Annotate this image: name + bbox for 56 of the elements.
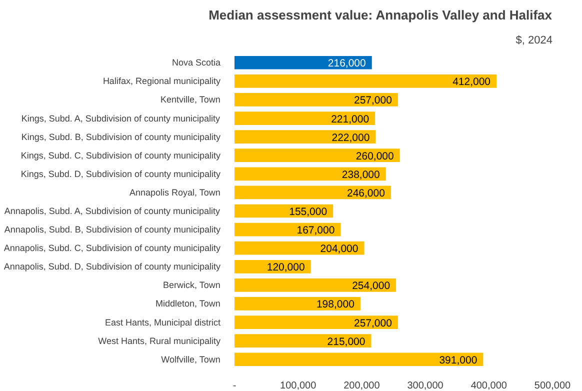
data-label: 257,000: [354, 317, 392, 330]
data-label: 412,000: [452, 76, 491, 88]
data-label: 254,000: [352, 280, 390, 292]
data-label: 246,000: [347, 187, 386, 200]
bar: [234, 56, 372, 70]
y-tick-label: Annapolis Royal, Town: [129, 187, 220, 198]
bar: [234, 93, 398, 106]
data-label: 238,000: [342, 168, 380, 181]
bar: [234, 241, 364, 255]
y-tick-label: Annapolis, Subd. B, Subdivision of county municipality: [4, 224, 221, 235]
y-tick-label: East Hants, Municipal district: [104, 317, 221, 328]
chart-subtitle: $, 2024: [516, 34, 552, 46]
bar: [234, 334, 372, 348]
y-tick-label: Nova Scotia: [172, 58, 221, 68]
x-tick-label: 100,000: [280, 380, 317, 391]
bar: [234, 352, 484, 366]
x-tick-label: 400,000: [470, 380, 508, 391]
y-tick-label: Annapolis, Subd. A, Subdivision of county municipality: [4, 206, 221, 216]
data-label: 215,000: [327, 336, 366, 348]
x-tick-label: 200,000: [344, 380, 380, 391]
bar: [234, 316, 398, 329]
y-tick-label: Kings, Subd. C, Subdivision of county municipality: [20, 150, 221, 160]
x-tick-label: -: [232, 380, 236, 391]
bar: [234, 112, 376, 125]
y-tick-label: Kings, Subd. A, Subdivision of county municipality: [21, 113, 221, 124]
y-tick-label: Berwick, Town: [162, 280, 220, 290]
y-tick-label: West Hants, Rural municipality: [98, 336, 221, 346]
y-tick-label: Annapolis, Subd. D, Subdivision of county municipality: [4, 262, 221, 272]
y-tick-label: Halifax, Regional municipality: [102, 76, 221, 86]
bar: [234, 74, 497, 88]
y-tick-label: Kings, Subd. D, Subdivision of county municipality: [20, 168, 221, 179]
data-label: 257,000: [354, 94, 392, 107]
y-tick-label: Annapolis, Subd. C, Subdivision of county municipality: [4, 243, 221, 254]
bar: [234, 186, 391, 200]
data-label: 222,000: [332, 132, 370, 144]
x-tick-label: 500,000: [534, 380, 572, 391]
data-label: 216,000: [328, 58, 366, 70]
bar: [234, 167, 386, 181]
y-tick-label: Kings, Subd. B, Subdivision of county municipality: [21, 132, 221, 142]
y-tick-label: Middleton, Town: [155, 298, 220, 309]
data-label: 221,000: [331, 113, 370, 126]
data-label: 260,000: [356, 150, 394, 162]
y-tick-label: Kentville, Town: [160, 94, 220, 105]
data-label: 204,000: [320, 243, 358, 256]
data-label: 120,000: [266, 262, 305, 274]
x-tick-label: 300,000: [407, 380, 444, 391]
data-label: 155,000: [289, 206, 328, 218]
bar: [234, 130, 376, 144]
chart-title: Median assessment value: Annapolis Valley and Halifax: [208, 8, 553, 22]
data-label: 198,000: [316, 298, 355, 311]
bar: [234, 297, 360, 310]
data-label: 391,000: [439, 354, 478, 366]
y-tick-label: Wolfville, Town: [161, 354, 220, 364]
bar: [234, 278, 396, 292]
data-label: 167,000: [296, 224, 335, 237]
bar: [234, 148, 400, 162]
